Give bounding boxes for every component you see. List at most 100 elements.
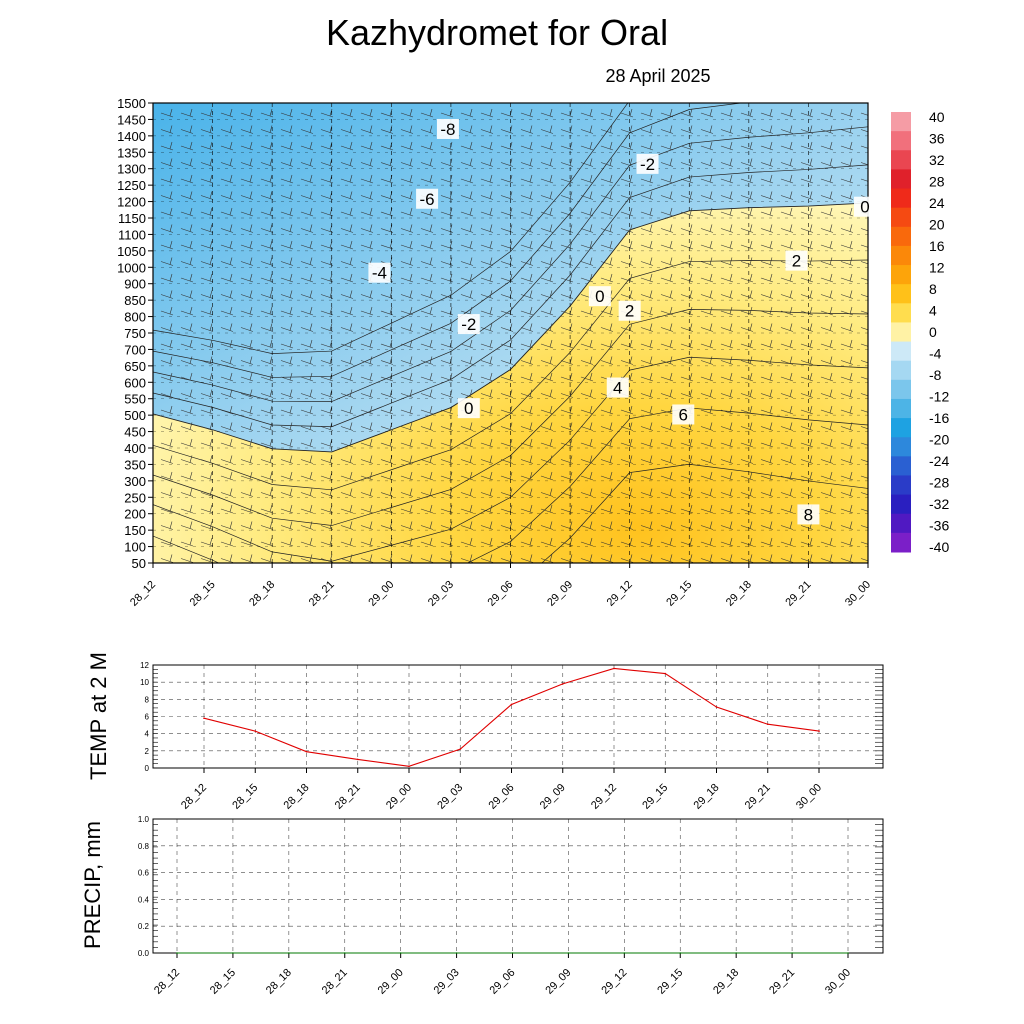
wind-barb: [780, 488, 794, 497]
wind-barb: [260, 521, 274, 530]
wind-barb: [600, 273, 614, 283]
wind-barb: [700, 240, 714, 250]
contour-label: -6: [420, 190, 435, 209]
wind-barb: [260, 389, 274, 398]
wind-barb: [560, 504, 574, 514]
wind-barb: [540, 125, 554, 134]
wind-barb: [720, 125, 734, 134]
wind-barb: [820, 207, 834, 217]
wind-barb: [160, 207, 174, 217]
wind-barb: [640, 488, 654, 497]
wind-barb: [420, 224, 434, 233]
wind-barb: [300, 372, 314, 382]
wind-barb: [520, 224, 534, 233]
wind-barb: [280, 323, 294, 332]
wind-barb: [200, 537, 214, 547]
wind-barb: [540, 257, 554, 266]
wind-barb: [620, 108, 634, 118]
wind-barb: [400, 389, 414, 398]
contour-label: 0: [860, 198, 869, 217]
wind-barb: [540, 207, 554, 217]
wind-barb: [300, 224, 314, 233]
y-tick-label: 750: [124, 326, 146, 341]
precip-ylabel: PRECIP, mm: [80, 821, 105, 949]
wind-barb: [600, 405, 614, 415]
wind-barb: [200, 405, 214, 415]
x-tick-label: 29_15: [655, 967, 685, 997]
wind-barb: [300, 438, 314, 448]
plot-frame: [152, 818, 884, 954]
wind-barb: [340, 108, 354, 118]
wind-barb: [780, 504, 794, 514]
y-tick-label: 900: [124, 277, 146, 292]
x-tick-label: 29_18: [692, 782, 722, 812]
wind-barb: [320, 306, 334, 316]
wind-barb: [700, 422, 714, 431]
wind-barb: [360, 125, 374, 134]
wind-barb: [620, 174, 634, 184]
wind-barb: [700, 273, 714, 283]
wind-barb: [720, 306, 734, 316]
wind-barb: [540, 323, 554, 332]
wind-barb: [360, 372, 374, 382]
x-tick-label: 29_12: [589, 782, 619, 812]
wind-barb: [780, 191, 794, 200]
wind-barb: [740, 273, 754, 283]
wind-barb: [700, 108, 714, 118]
wind-barb: [720, 471, 734, 481]
wind-barb: [160, 191, 174, 200]
wind-barb: [360, 455, 374, 464]
wind-barb: [840, 455, 854, 464]
wind-barb: [260, 240, 274, 250]
wind-barb: [420, 240, 434, 250]
wind-barb: [240, 224, 254, 233]
wind-barb: [380, 290, 394, 299]
wind-barb: [760, 422, 774, 431]
wind-barb: [620, 125, 634, 134]
wind-barb: [200, 389, 214, 398]
colorbar-label: -20: [929, 432, 949, 448]
wind-barb: [820, 290, 834, 299]
wind-barb: [360, 224, 374, 233]
contour-label: 4: [613, 379, 622, 398]
wind-barb: [420, 273, 434, 283]
wind-barb: [400, 422, 414, 431]
data-point: [511, 952, 514, 954]
wind-barb: [700, 356, 714, 365]
colorbar-label: 12: [929, 260, 945, 276]
wind-barb: [620, 273, 634, 283]
wind-barb: [380, 438, 394, 448]
wind-barb: [300, 141, 314, 151]
wind-barb: [460, 422, 474, 431]
wind-barb: [540, 405, 554, 415]
wind-barb: [720, 158, 734, 167]
colorbar-swatch: [891, 188, 911, 209]
wind-barb: [320, 554, 334, 563]
wind-barb: [700, 438, 714, 448]
wind-barb: [260, 191, 274, 200]
wind-barb: [260, 207, 274, 217]
wind-barb: [300, 273, 314, 283]
wind-barb: [300, 537, 314, 547]
wind-barb: [640, 207, 654, 217]
wind-barb: [700, 306, 714, 316]
wind-barb: [800, 290, 814, 299]
wind-barb: [360, 356, 374, 365]
wind-barb: [720, 554, 734, 563]
wind-barb: [160, 471, 174, 481]
wind-barb: [760, 537, 774, 547]
wind-barb: [700, 405, 714, 415]
wind-barb: [480, 471, 494, 481]
wind-barb: [640, 455, 654, 464]
wind-barb: [560, 125, 574, 134]
wind-barb: [680, 389, 694, 398]
wind-barb: [760, 207, 774, 217]
wind-barb: [400, 158, 414, 167]
wind-barb: [280, 207, 294, 217]
wind-barb: [300, 290, 314, 299]
wind-barb: [700, 158, 714, 167]
wind-barb: [460, 339, 474, 349]
wind-barb: [380, 323, 394, 332]
wind-barb: [400, 125, 414, 134]
wind-barb: [300, 174, 314, 184]
